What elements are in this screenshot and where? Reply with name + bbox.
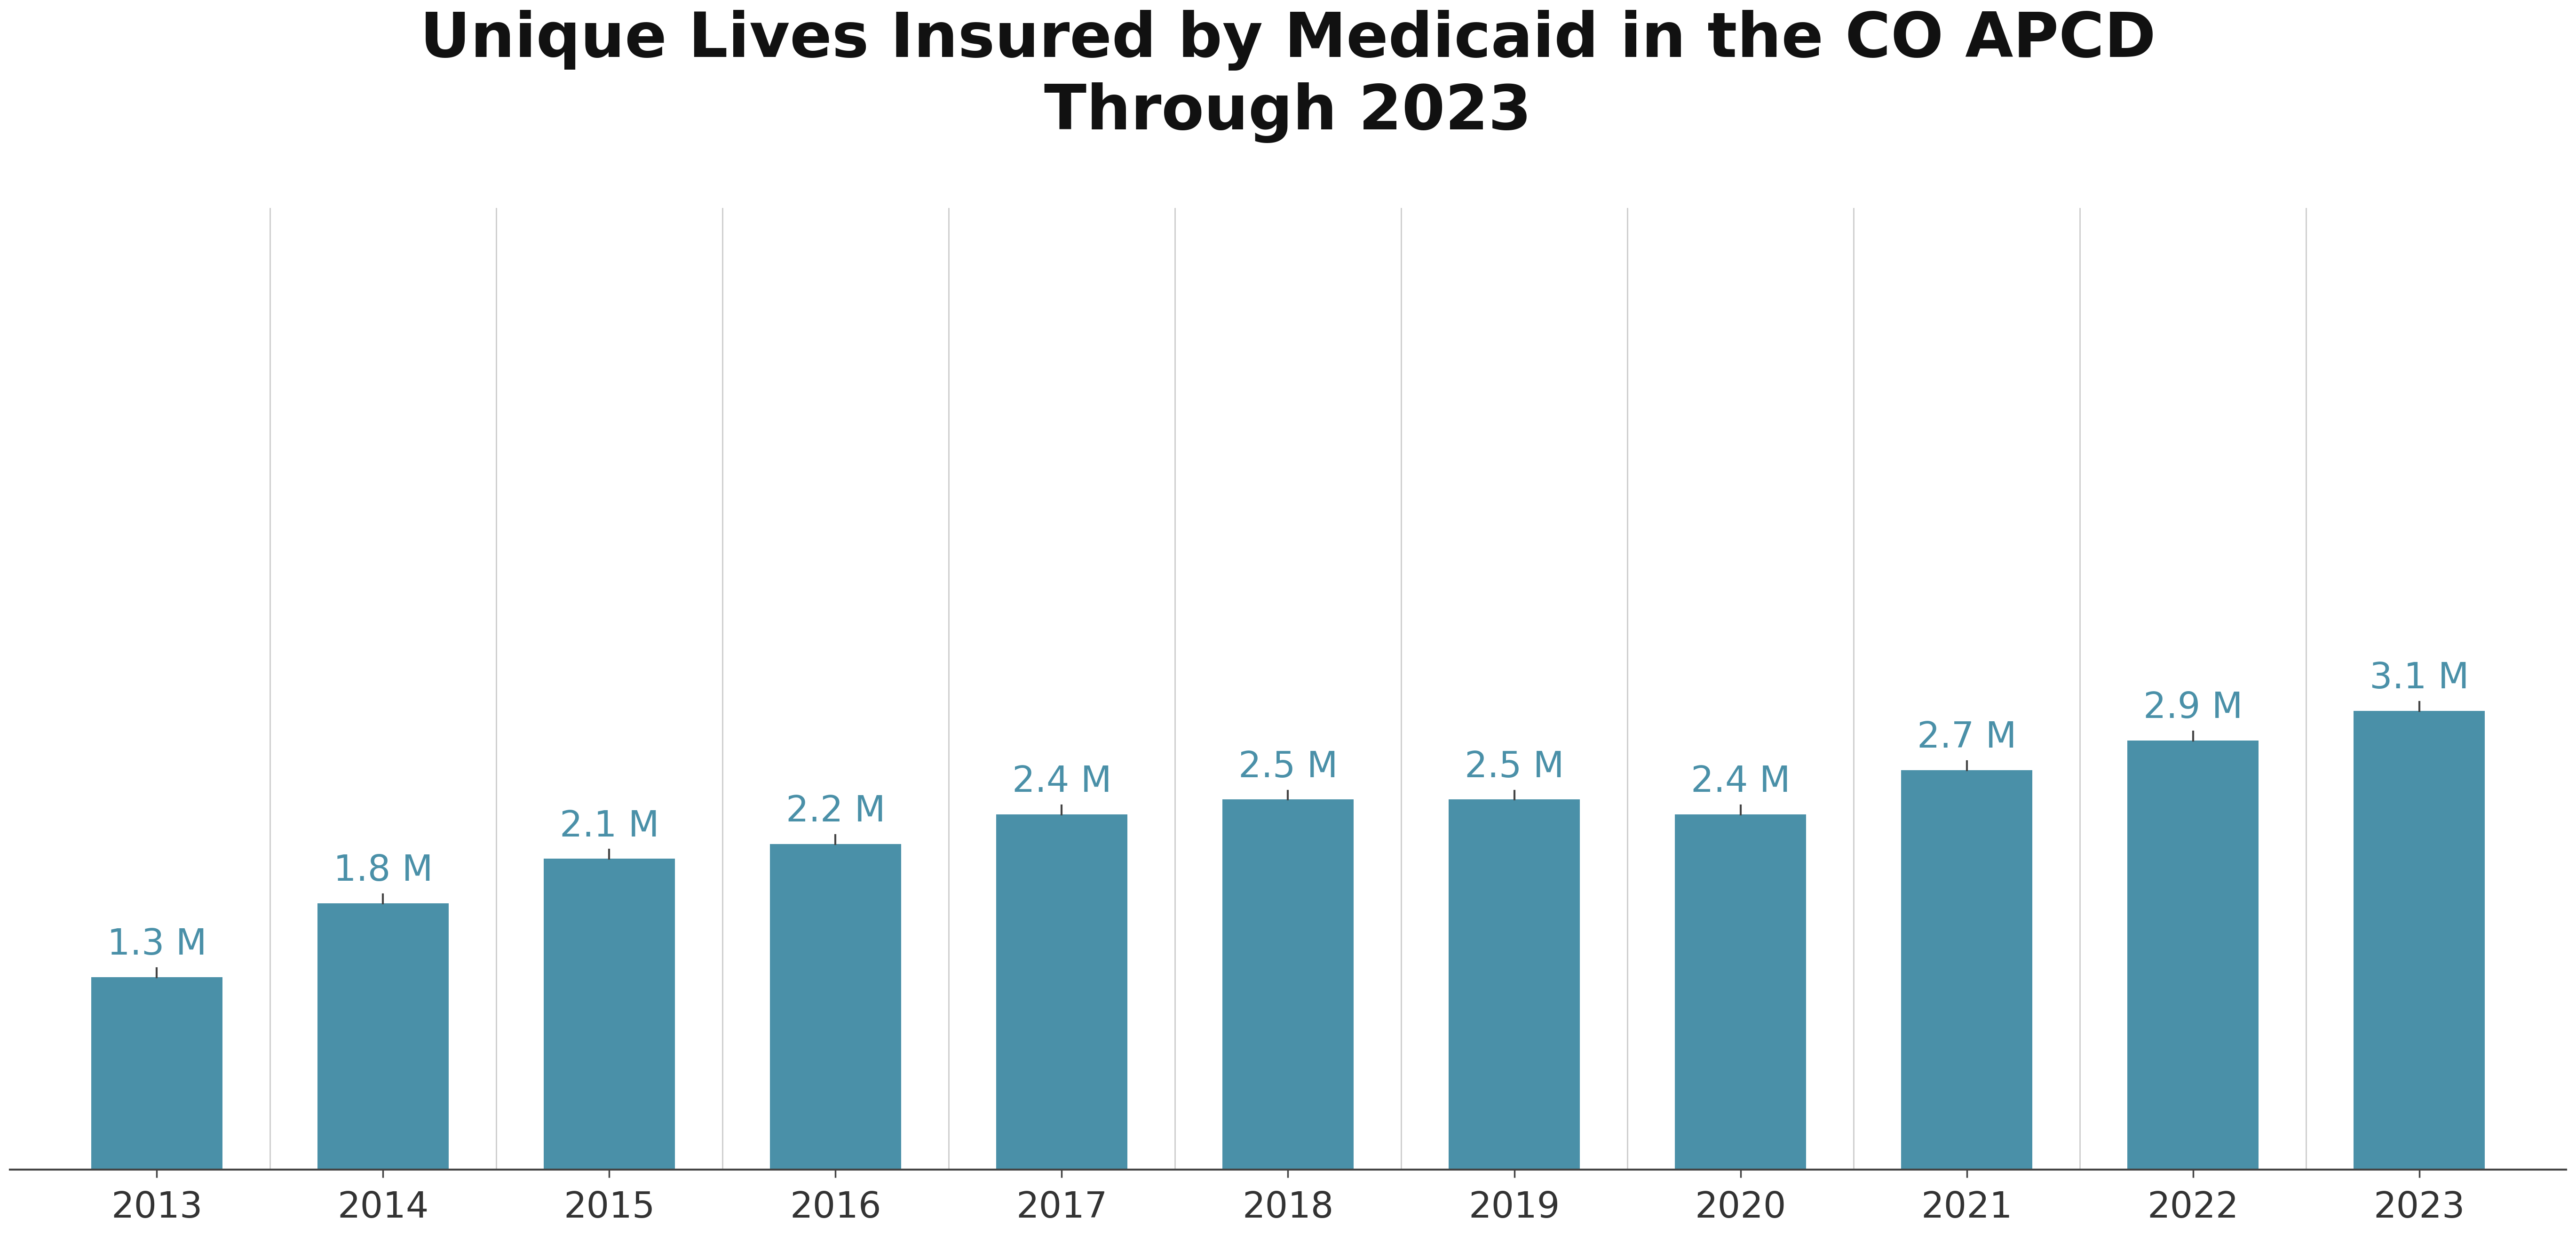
Bar — [1224, 799, 1352, 1170]
Text: 2.5 M: 2.5 M — [1466, 750, 1564, 784]
Text: 2.9 M: 2.9 M — [2143, 690, 2244, 726]
Text: 2.4 M: 2.4 M — [1012, 764, 1113, 799]
Text: 2.1 M: 2.1 M — [559, 809, 659, 844]
Bar — [544, 858, 675, 1170]
Text: 3.1 M: 3.1 M — [2370, 661, 2468, 697]
Bar — [770, 844, 902, 1170]
Bar — [90, 977, 222, 1170]
Text: 2.2 M: 2.2 M — [786, 794, 886, 829]
Bar — [317, 903, 448, 1170]
Bar — [1901, 769, 2032, 1170]
Bar — [1674, 814, 1806, 1170]
Bar — [997, 814, 1128, 1170]
Text: 2.5 M: 2.5 M — [1239, 750, 1337, 784]
Text: 1.8 M: 1.8 M — [332, 853, 433, 888]
Bar — [2354, 711, 2486, 1170]
Text: 1.3 M: 1.3 M — [108, 927, 206, 962]
Title: Unique Lives Insured by Medicaid in the CO APCD
Through 2023: Unique Lives Insured by Medicaid in the … — [420, 10, 2156, 143]
Bar — [1448, 799, 1579, 1170]
Text: 2.4 M: 2.4 M — [1690, 764, 1790, 799]
Text: 2.7 M: 2.7 M — [1917, 720, 2017, 755]
Bar — [2128, 740, 2259, 1170]
